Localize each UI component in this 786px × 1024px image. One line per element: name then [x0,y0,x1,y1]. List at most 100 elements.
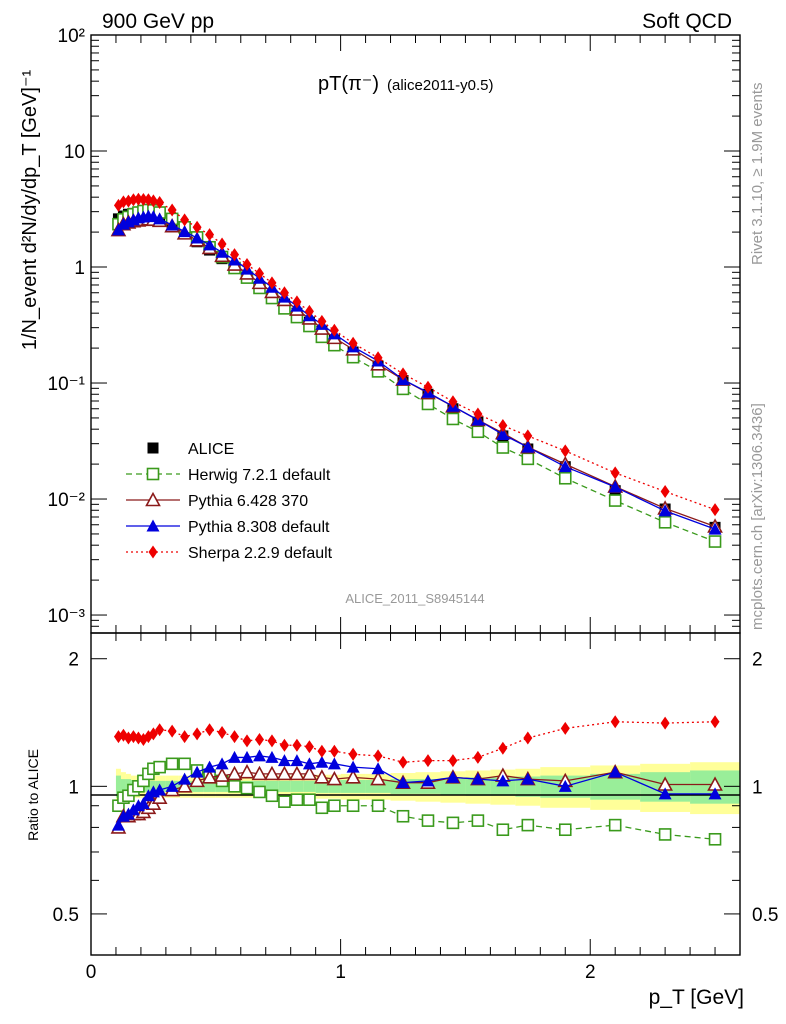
series-1-point [558,471,572,485]
ratio-series-3-point [155,723,165,737]
series-1-point [421,397,435,411]
series-3-point [178,225,192,238]
ratio-series-3-point [329,744,339,758]
main-title: pT(π⁻) (alice2011-y0.5) [318,73,493,95]
side-label-mcplots: mcplots.cern.ch [arXiv:1306.3436] [749,403,766,630]
ratio-series-3-point [148,727,158,741]
inner-band-bin [490,777,516,796]
ratio-tick-label: 1 [752,777,763,798]
series-3-point [658,504,672,517]
legend-label: Herwig 7.2.1 default [188,467,331,484]
series-4-point [448,395,458,409]
series-4-point [133,192,143,206]
y-tick-label: 10 [64,142,85,163]
series-4-point [180,213,190,227]
ratio-series-1-point [201,769,218,784]
series-4-point [660,485,670,499]
series-4-point [192,220,202,234]
y-tick-label: 1 [74,258,85,279]
ratio-series-3-point [192,727,202,741]
series-4 [113,192,720,517]
series-4-point [267,276,277,290]
y-tick-label: 10⁻¹ [48,374,86,395]
legend-entry: Sherpa 2.2.9 default [126,545,333,562]
ratio-series-0-point [303,793,316,806]
series-4-point [205,228,215,242]
series-4-point [373,351,383,365]
ratio-series-2-point [396,776,410,789]
main-panel: pT(π⁻) (alice2011-y0.5) ALICE_2011_S89451… [19,26,741,634]
ratio-series-3-point [423,754,433,768]
legend-marker [147,442,159,454]
ratio-series-3-point [254,732,264,746]
legend-label: Pythia 6.428 370 [188,493,308,510]
ratio-series-3-point [498,741,508,755]
ratio-series-0-point [558,823,572,837]
series-3-point [190,231,204,244]
series-1-point [471,425,485,439]
ratio-series-3-point [230,730,240,744]
x-axis-ticks: 0 1 2 [86,35,741,983]
ratio-series-0-point [446,816,460,830]
series-4-point [242,258,252,272]
ratio-series-2-point [111,818,125,831]
series-4-point [560,444,570,458]
ratio-tick-label: 2 [68,650,79,671]
ratio-tick-label: 0.5 [53,905,79,926]
series-4-point [523,429,533,443]
y-tick-label: 10⁻³ [48,606,86,627]
ratio-series-0-point [315,801,329,815]
series-4-point [498,419,508,433]
legend-entry: Pythia 8.308 default [126,519,330,536]
x-tick-label: 2 [585,962,596,983]
series-4-point [230,248,240,262]
ratio-series-2-point [153,783,167,796]
ratio-y-ticks: 0.5 0.5 1 1 2 2 [53,650,778,956]
legend-label: Pythia 8.308 default [188,519,330,536]
legend-marker [148,545,158,559]
ratio-series-1-point [239,763,255,779]
series-4-point [254,266,264,280]
series-4-point [610,466,620,480]
ratio-series-1-point [276,765,293,781]
y-tick-label: 10² [58,26,85,47]
series-4-point [329,323,339,337]
series-4-point [279,286,289,300]
ratio-series-0-point [658,828,672,841]
ratio-series-1-point [326,770,343,786]
series-4-point [138,192,148,206]
legend-entry: Herwig 7.2.1 default [126,467,331,484]
ratio-series-2-point [446,770,460,783]
main-y-label: 1/N_event d²N/dy/dp_T [GeV]⁻¹ [19,70,41,351]
series-4-point [317,314,327,328]
ratio-series-3-point [267,734,277,748]
series-3-point [558,460,572,473]
ratio-series-0-point [608,818,622,832]
ratio-series-0-point [396,809,410,823]
x-axis-label: p_T [GeV] [649,986,744,1009]
ratio-series-3-point [560,721,570,735]
side-label-rivet: Rivet 3.1.10, ≥ 1.9M events [749,83,766,266]
ratio-series-2-point [215,757,229,770]
ratio-series-2-point [240,750,254,763]
ratio-series-2-point [178,772,192,785]
ratio-series-2-point [315,755,329,768]
series-4-point [423,380,433,394]
ratio-series-3-point [217,725,227,739]
series-4-point [155,195,165,209]
series-1-point [608,494,622,507]
ratio-series-0-point [228,780,241,793]
series-3-point [708,522,722,535]
inner-band-bin [278,780,291,792]
ratio-series-1-point [314,769,330,784]
ratio-series-2-point [327,757,341,770]
ratio-series-0-point [346,799,360,813]
ratio-series-2-point [421,774,435,787]
ratio-panel: 0.5 0.5 1 1 2 2 Ratio to ALICE [25,632,778,956]
inner-band-bin [303,780,316,792]
ratio-series-0-point [496,823,510,837]
ratio-series-1-point [189,772,205,788]
ratio-series-3-point [473,750,483,764]
ratio-series [110,715,723,846]
series-4-point [167,203,177,217]
